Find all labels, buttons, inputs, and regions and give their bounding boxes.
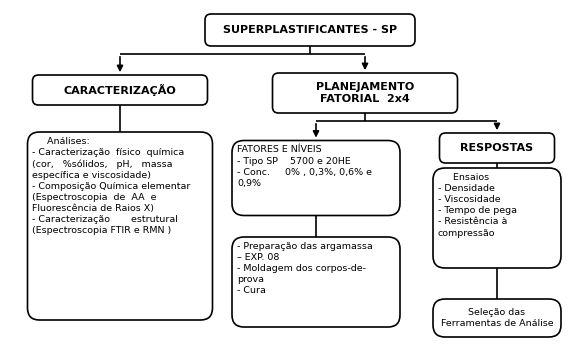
FancyBboxPatch shape <box>232 237 400 327</box>
FancyBboxPatch shape <box>205 14 415 46</box>
Text: Ensaios
- Densidade
- Viscosidade
- Tempo de pega
- Resistência à
compressão: Ensaios - Densidade - Viscosidade - Temp… <box>438 173 517 238</box>
Text: SUPERPLASTIFICANTES - SP: SUPERPLASTIFICANTES - SP <box>223 25 397 35</box>
Text: PLANEJAMENTO
FATORIAL  2x4: PLANEJAMENTO FATORIAL 2x4 <box>316 82 414 104</box>
Text: Seleção das
Ferramentas de Análise: Seleção das Ferramentas de Análise <box>441 308 553 328</box>
FancyBboxPatch shape <box>433 168 561 268</box>
FancyBboxPatch shape <box>433 299 561 337</box>
FancyBboxPatch shape <box>33 75 208 105</box>
Text: FATORES E NÍVEIS
- Tipo SP    5700 e 20HE
- Conc.     0% , 0,3%, 0,6% e
0,9%: FATORES E NÍVEIS - Tipo SP 5700 e 20HE -… <box>237 145 372 188</box>
FancyBboxPatch shape <box>273 73 457 113</box>
Text: - Preparação das argamassa
– EXP. 08
- Moldagem dos corpos-de-
prova
- Cura: - Preparação das argamassa – EXP. 08 - M… <box>237 242 373 295</box>
FancyBboxPatch shape <box>232 140 400 216</box>
Text: RESPOSTAS: RESPOSTAS <box>460 143 534 153</box>
FancyBboxPatch shape <box>439 133 555 163</box>
FancyBboxPatch shape <box>27 132 212 320</box>
Text: Análises:
- Caracterização  físico  química
(cor,   %sólidos,   pH,   massa
espe: Análises: - Caracterização físico químic… <box>33 137 191 235</box>
Text: CARACTERIZAÇÃO: CARACTERIZAÇÃO <box>64 84 176 96</box>
